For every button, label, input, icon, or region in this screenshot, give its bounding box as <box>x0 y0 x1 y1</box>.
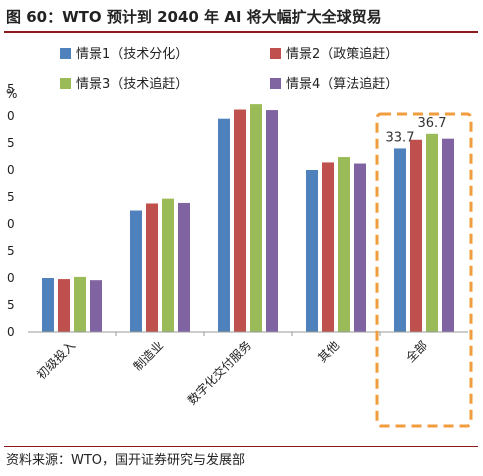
highlight-dashed-box <box>375 112 473 428</box>
bar <box>42 278 54 332</box>
legend-label: 情景2（政策追赶） <box>286 46 398 62</box>
x-tick-label: 初级投入 <box>34 338 79 383</box>
y-tick-label: 5 <box>7 136 15 150</box>
bar <box>130 210 142 332</box>
legend-swatch <box>270 78 281 89</box>
data-label: 36.7 <box>418 116 447 131</box>
bar <box>234 109 246 333</box>
legend: 情景1（技术分化） 情景2（政策追赶） 情景3（技术追赶） 情景4（算法追赶） <box>60 46 398 92</box>
source-note: 资料来源：WTO，国开证券研究与发展部 <box>6 453 246 468</box>
legend-swatch <box>270 48 281 59</box>
bars <box>42 104 454 333</box>
bar <box>146 203 158 332</box>
bar <box>322 162 334 332</box>
bar <box>250 104 262 333</box>
x-axis: 初级投入 制造业 数字化交付服务 其他 全部 <box>28 331 468 408</box>
legend-swatch <box>60 78 71 89</box>
bar <box>354 163 366 332</box>
data-label: 33.7 <box>386 130 415 145</box>
y-tick-label: 5 <box>7 298 15 312</box>
x-tick-label: 数字化交付服务 <box>184 338 254 408</box>
bar <box>306 170 318 332</box>
bar <box>266 110 278 332</box>
bar <box>338 157 350 332</box>
y-axis-ticks: 0 5 0 5 0 5 0 5 0 5 <box>7 82 15 339</box>
x-tick-label: 制造业 <box>131 338 166 373</box>
y-tick-label: 0 <box>7 217 15 231</box>
x-tick-label: 其他 <box>315 338 342 365</box>
data-labels: 33.736.7 <box>386 116 447 146</box>
y-tick-label: 0 <box>7 109 15 123</box>
legend-label: 情景3（技术追赶） <box>76 76 188 92</box>
bar <box>442 138 454 332</box>
bar <box>74 276 86 332</box>
bar <box>410 139 422 332</box>
bar <box>426 133 438 332</box>
y-tick-label: 0 <box>7 325 15 339</box>
bar <box>394 148 406 332</box>
highlight-box <box>375 112 473 428</box>
bar <box>162 198 174 332</box>
legend-label: 情景4（算法追赶） <box>286 76 398 92</box>
legend-swatch <box>60 48 71 59</box>
bar <box>178 202 190 332</box>
y-axis-label: % <box>6 87 17 101</box>
y-tick-label: 5 <box>7 190 15 204</box>
chart: 情景1（技术分化） 情景2（政策追赶） 情景3（技术追赶） 情景4（算法追赶） % 0… <box>6 46 473 428</box>
y-tick-label: 0 <box>7 271 15 285</box>
bar <box>58 279 70 332</box>
footer-divider <box>4 446 478 447</box>
y-tick-label: 5 <box>7 244 15 258</box>
y-tick-label: 0 <box>7 163 15 177</box>
bar <box>218 118 230 332</box>
legend-label: 情景1（技术分化） <box>76 47 188 62</box>
bar <box>90 280 102 332</box>
x-tick-label: 全部 <box>403 338 431 366</box>
figure-title: 图 60：WTO 预计到 2040 年 AI 将大幅扩大全球贸易 <box>6 8 382 26</box>
title-divider <box>4 31 478 33</box>
y-tick-label: 5 <box>7 82 15 96</box>
